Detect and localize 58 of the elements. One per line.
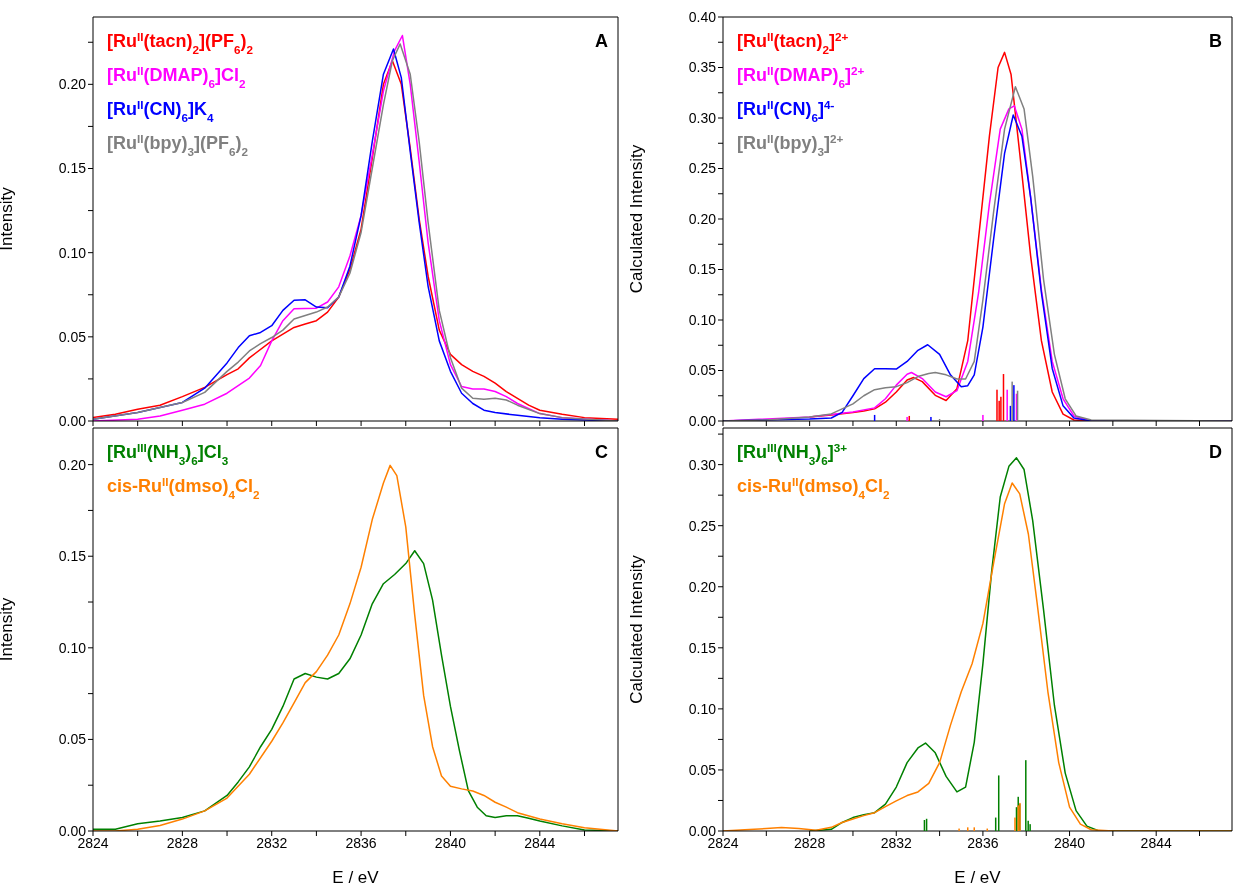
y-tick-label: 0.20	[688, 210, 717, 227]
y-axis-title: Intensity	[0, 186, 17, 251]
y-tick-label: 0.40	[688, 8, 717, 25]
y-tick-label: 0.20	[688, 578, 717, 595]
text: [Ru$^{II}$(DMAP)$_{6}$]$^{2+}$	[737, 63, 865, 90]
y-tick-label: 0.20	[58, 76, 87, 93]
text: [Ru$^{III}$(NH$_{3}$)$_{6}$]Cl$_{3}$	[107, 440, 229, 467]
annotation: C	[595, 442, 608, 462]
y-tick-label: 0.00	[688, 822, 717, 839]
text: [Ru$^{III}$(NH$_{3}$)$_{6}$]$^{3+}$	[737, 440, 848, 467]
text: [Ru$^{II}$(tacn)$_{2}$](PF$_{6}$)$_{2}$	[107, 29, 254, 56]
text: [Ru$^{II}$(bpy)$_{3}$]$^{2+}$	[737, 131, 844, 158]
x-tick-label: 2828	[166, 834, 199, 851]
y-tick-label: 0.10	[688, 700, 717, 717]
y-tick-label: 0.00	[58, 412, 87, 429]
x-tick-label: 2844	[524, 834, 556, 851]
annotation: A	[595, 31, 608, 51]
text: [Ru$^{II}$(CN)$_{6}$]$^{4-}$	[737, 97, 835, 124]
y-tick-label: 0.20	[58, 456, 87, 473]
y-tick-label: 0.00	[688, 412, 717, 429]
x-tick-label: 2832	[880, 834, 913, 851]
x-tick-label: 2840	[1053, 834, 1086, 851]
text: [Ru$^{II}$(CN)$_{6}$]K$_{4}$	[107, 97, 215, 124]
x-tick-label: 2836	[345, 834, 377, 851]
x-tick-label: 2844	[1140, 834, 1172, 851]
y-tick-label: 0.15	[58, 548, 87, 565]
x-tick-label: 2836	[967, 834, 999, 851]
y-tick-label: 0.10	[58, 244, 87, 261]
y-tick-label: 0.00	[58, 822, 87, 839]
y-tick-label: 0.25	[688, 160, 717, 177]
y-axis-title: Intensity	[0, 597, 17, 662]
y-tick-label: 0.05	[58, 731, 87, 748]
y-tick-label: 0.15	[58, 160, 87, 177]
y-axis-title: Calculated Intensity	[627, 144, 647, 294]
x-axis-title: E / eV	[954, 868, 1002, 887]
y-tick-label: 0.05	[688, 362, 717, 379]
text: [Ru$^{II}$(DMAP)$_{6}$]Cl$_{2}$	[107, 63, 247, 90]
y-tick-label: 0.30	[688, 456, 717, 473]
y-tick-label: 0.15	[688, 639, 717, 656]
y-tick-label: 0.30	[688, 109, 717, 126]
annotation: B	[1209, 31, 1222, 51]
y-tick-label: 0.15	[688, 261, 717, 278]
y-tick-label: 0.25	[688, 517, 717, 534]
text: cis-Ru$^{II}$(dmso)$_{4}$Cl$_{2}$	[737, 474, 891, 501]
x-tick-label: 2832	[256, 834, 288, 851]
y-tick-label: 0.10	[688, 311, 717, 328]
y-axis-title: Calculated Intensity	[627, 554, 647, 704]
text: [Ru$^{II}$(bpy)$_{3}$](PF$_{6}$)$_{2}$	[107, 131, 249, 158]
y-tick-label: 0.10	[58, 639, 87, 656]
y-tick-label: 0.05	[58, 328, 87, 345]
y-tick-label: 0.05	[688, 761, 717, 778]
text: cis-Ru$^{II}$(dmso)$_{4}$Cl$_{2}$	[107, 474, 261, 501]
y-tick-label: 0.35	[688, 59, 717, 76]
x-axis-title: E / eV	[332, 868, 380, 887]
text: [Ru$^{II}$(tacn)$_{2}$]$^{2+}$	[737, 29, 849, 56]
annotation: D	[1209, 442, 1222, 462]
x-tick-label: 2840	[434, 834, 467, 851]
x-tick-label: 2828	[794, 834, 826, 851]
